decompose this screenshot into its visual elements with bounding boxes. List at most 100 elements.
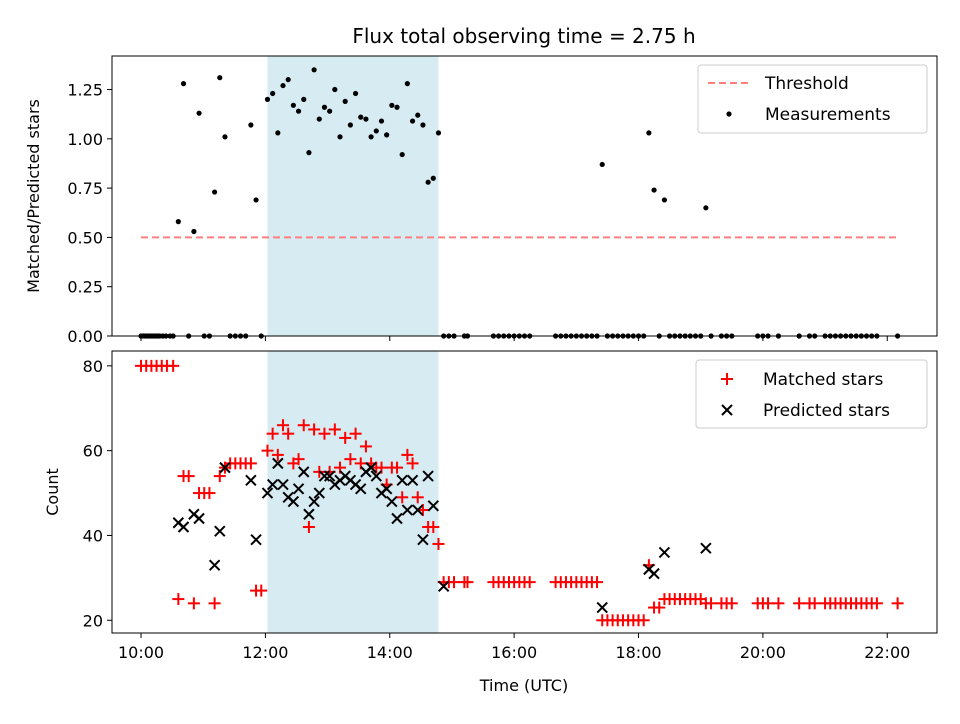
measurement-point [342, 98, 348, 104]
predicted-star-point [365, 461, 377, 474]
predicted-star-point [298, 466, 310, 478]
bottom-x-tick-label: 16:00 [491, 643, 537, 662]
matched-star-point [891, 597, 904, 610]
matched-star-point [167, 359, 180, 372]
bottom-x-tick-label: 18:00 [615, 643, 661, 662]
predicted-star-stroke-b [272, 457, 284, 470]
bottom-y-axis-label: Count [43, 468, 62, 516]
predicted-star-stroke-b [303, 508, 315, 520]
predicted-star-stroke-b [318, 470, 331, 482]
bottom-panel: 20 40 60 80 10:00 12:00 14:00 16:00 18:00 20:00 2… [43, 350, 938, 695]
matched-star-point [182, 470, 195, 483]
top-axes-frame [111, 55, 938, 337]
legend-measurements-swatch [726, 111, 732, 117]
matched-star-point [297, 419, 310, 432]
measurement-point [430, 175, 436, 181]
bottom-y-tick-label: 80 [83, 357, 103, 376]
top-y-tick-label: 1.25 [67, 81, 103, 100]
predicted-star-stroke-b [219, 461, 231, 474]
legend-measurements-label: Measurements [765, 105, 891, 125]
measurement-point [311, 67, 317, 73]
predicted-star-point [596, 601, 608, 614]
matched-star-point [282, 427, 295, 440]
measurement-point [394, 104, 400, 110]
predicted-star-stroke-b [292, 483, 305, 495]
bottom-y-tick-label: 40 [83, 526, 103, 545]
predicted-star-stroke-b [277, 478, 289, 491]
measurement-point [415, 112, 421, 118]
predicted-star-point [422, 470, 434, 482]
top-panel: 0.00 0.25 0.50 0.75 1.00 1.25 Matched/Predict… [24, 55, 938, 346]
matched-star-point [349, 427, 362, 440]
top-legend: Threshold Measurements [697, 64, 928, 134]
matched-star-point [870, 597, 883, 610]
measurement-point [378, 118, 385, 124]
bottom-x-tick-label: 10:00 [118, 643, 164, 662]
predicted-star-point [272, 457, 284, 470]
matched-star-point [448, 576, 461, 589]
top-y-tick-label: 1.00 [67, 130, 103, 149]
measurement-point [646, 130, 652, 136]
predicted-star-stroke-b [700, 542, 712, 554]
matched-star-point [308, 423, 321, 436]
matched-star-point [793, 597, 806, 610]
predicted-star-point [245, 474, 257, 487]
top-y-ticks: 0.00 0.25 0.50 0.75 1.00 1.25 [67, 81, 112, 346]
measurement-point [196, 110, 202, 116]
predicted-star-point [261, 487, 274, 499]
predicted-star-stroke-b [417, 533, 429, 546]
measurement-point [301, 96, 307, 102]
measurement-point [337, 134, 343, 140]
predicted-star-stroke-b [396, 474, 408, 487]
measurement-point [404, 81, 410, 87]
predicted-star-point [370, 470, 382, 482]
top-legend-box [697, 64, 928, 134]
predicted-star-stroke-b [261, 487, 274, 499]
measurement-point [599, 161, 605, 168]
measurement-point [212, 189, 218, 195]
measurement-point [368, 134, 374, 140]
measurement-point [180, 81, 187, 87]
matched-star-point [208, 597, 221, 610]
predicted-star-point [412, 504, 424, 516]
predicted-star-stroke-b [370, 470, 382, 482]
matched-star-point [725, 597, 738, 610]
matched-star-point [762, 597, 775, 610]
chart-title: Flux total observing time = 2.75 h [352, 24, 695, 48]
predicted-star-stroke-b [287, 495, 300, 508]
predicted-star-point [208, 559, 221, 571]
matched-star-point [172, 593, 185, 606]
measurement-point [280, 82, 286, 89]
predicted-star-stroke-b [298, 466, 310, 478]
x-axis-label: Time (UTC) [479, 676, 568, 695]
predicted-star-stroke-b [308, 495, 320, 508]
bottom-x-ticks: 10:00 12:00 14:00 16:00 18:00 20:00 22:00 [118, 633, 910, 662]
legend-predicted-swatch [721, 404, 733, 416]
predicted-star-point [658, 546, 671, 559]
predicted-star-point [380, 483, 393, 495]
bottom-x-tick-label: 14:00 [367, 643, 413, 662]
predicted-star-stroke-b [208, 559, 221, 571]
bottom-y-tick-label: 60 [83, 442, 103, 461]
predicted-star-point [386, 495, 398, 508]
bottom-y-tick-label: 20 [83, 611, 103, 630]
predicted-star-stroke-b [412, 504, 424, 516]
predicted-star-stroke-b [437, 580, 450, 593]
measurement-point [306, 150, 312, 156]
matched-star-point [292, 453, 305, 466]
matched-star-point [391, 461, 404, 474]
matched-star-point [339, 431, 352, 444]
matched-star-point [244, 457, 257, 470]
predicted-star-point [287, 495, 300, 508]
predicted-star-point [292, 483, 305, 495]
predicted-star-point [648, 567, 660, 580]
legend-matched-swatch [721, 373, 733, 385]
measurement-point [651, 187, 657, 193]
count-points [135, 359, 904, 627]
top-x-ticks [140, 336, 888, 341]
measurement-point [248, 122, 254, 128]
measurement-point [332, 86, 338, 93]
predicted-star-point [417, 533, 429, 546]
predicted-star-stroke-b [422, 470, 434, 482]
